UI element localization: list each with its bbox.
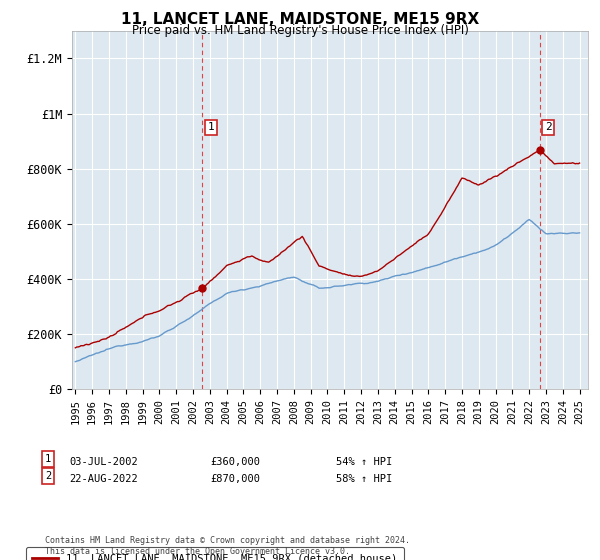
Text: Price paid vs. HM Land Registry's House Price Index (HPI): Price paid vs. HM Land Registry's House … [131,24,469,36]
Text: Contains HM Land Registry data © Crown copyright and database right 2024.
This d: Contains HM Land Registry data © Crown c… [45,536,410,556]
Text: 58% ↑ HPI: 58% ↑ HPI [336,474,392,484]
Text: £360,000: £360,000 [210,457,260,467]
Text: 1: 1 [208,122,214,132]
Text: 1: 1 [45,454,51,464]
Text: 11, LANCET LANE, MAIDSTONE, ME15 9RX: 11, LANCET LANE, MAIDSTONE, ME15 9RX [121,12,479,27]
Text: 03-JUL-2002: 03-JUL-2002 [69,457,138,467]
Text: 2: 2 [545,122,551,132]
Legend: 11, LANCET LANE, MAIDSTONE, ME15 9RX (detached house), HPI: Average price, detac: 11, LANCET LANE, MAIDSTONE, ME15 9RX (de… [26,547,404,560]
Text: 22-AUG-2022: 22-AUG-2022 [69,474,138,484]
Text: £870,000: £870,000 [210,474,260,484]
Text: 54% ↑ HPI: 54% ↑ HPI [336,457,392,467]
Text: 2: 2 [45,471,51,481]
